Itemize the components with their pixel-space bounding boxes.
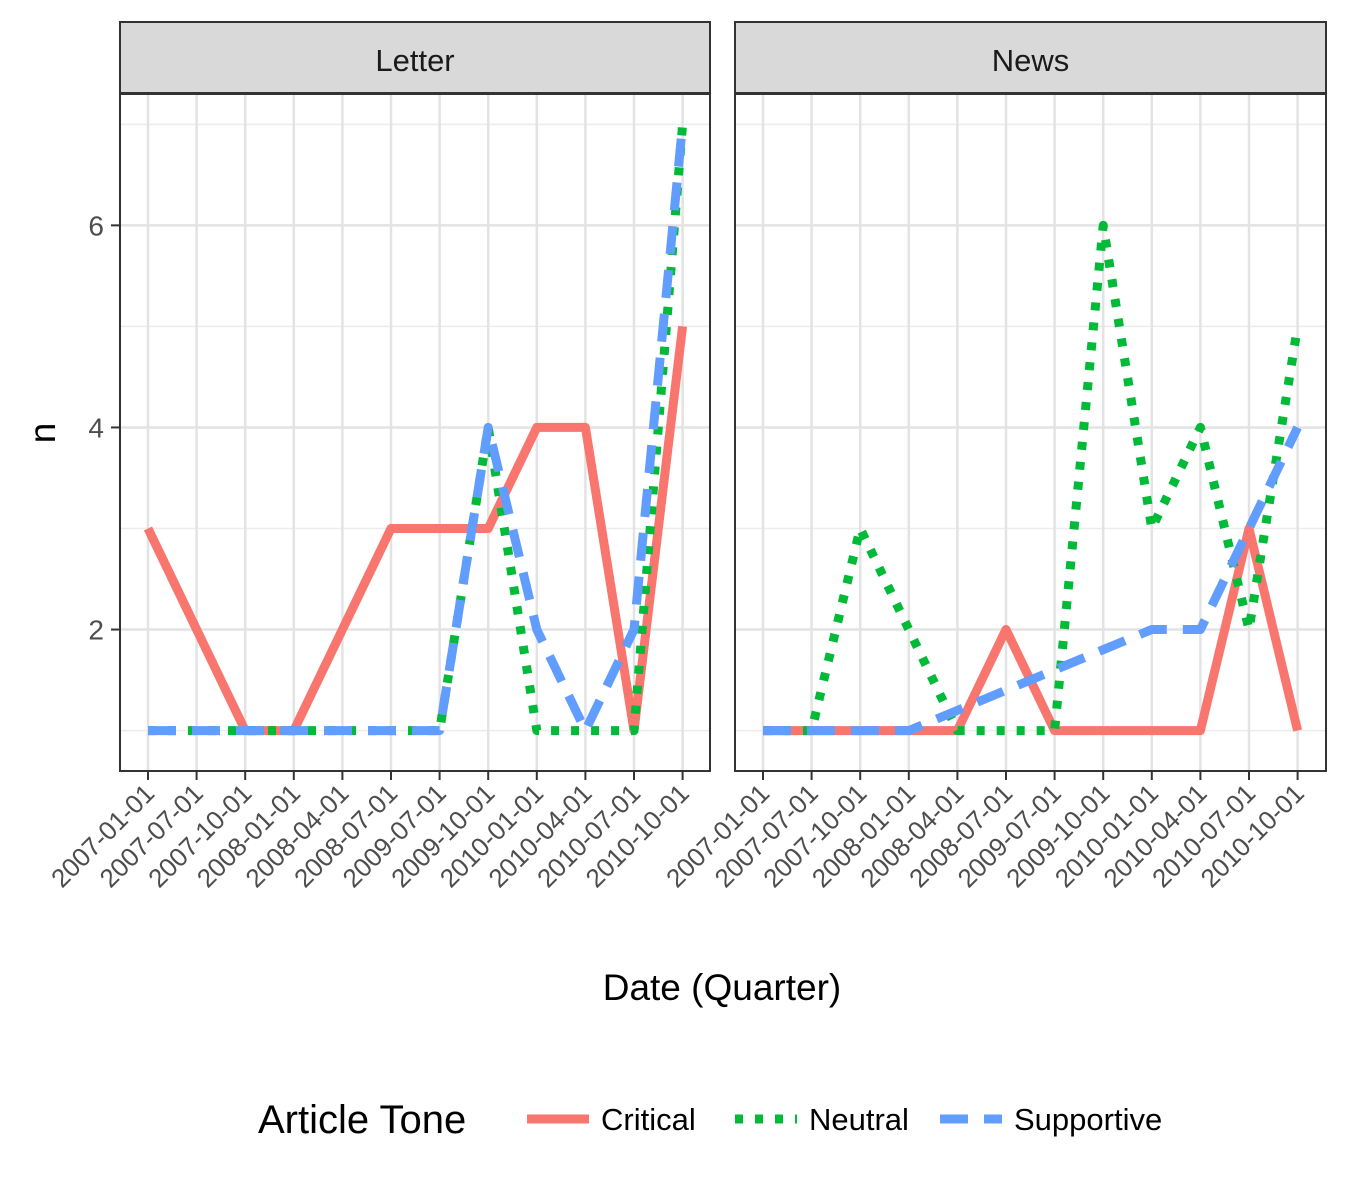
legend-entry-neutral: Neutral <box>735 1102 909 1137</box>
y-tick-label: 2 <box>88 615 104 646</box>
x-axis-title: Date (Quarter) <box>603 967 842 1008</box>
facet-strip <box>734 21 1327 94</box>
legend-entry-supportive: Supportive <box>940 1102 1162 1137</box>
panel-news: News2007-01-012007-07-012007-10-012008-0… <box>660 21 1327 893</box>
facet-strip <box>119 21 711 94</box>
panel-letter: Letter2007-01-012007-07-012007-10-012008… <box>45 21 711 893</box>
panels: Letter2007-01-012007-07-012007-10-012008… <box>45 21 1327 893</box>
legend: Article Tone Critical Neutral Supportive <box>258 1098 1162 1142</box>
legend-entry-critical: Critical <box>527 1102 696 1137</box>
series-line-supportive <box>148 123 688 736</box>
plot-background <box>735 94 1326 771</box>
legend-label: Critical <box>601 1102 696 1137</box>
plot-background <box>120 94 710 771</box>
legend-label: Neutral <box>809 1102 909 1137</box>
facet-label: News <box>992 43 1070 78</box>
series-line-critical <box>143 325 688 736</box>
y-tick-label: 6 <box>88 210 104 241</box>
series-line-supportive <box>763 425 1302 736</box>
y-axis-title: n <box>22 423 63 444</box>
panel-border <box>734 93 1327 772</box>
y-tick-label: 4 <box>88 412 104 443</box>
legend-label: Supportive <box>1014 1102 1162 1137</box>
legend-title: Article Tone <box>258 1098 466 1142</box>
facet-label: Letter <box>375 43 454 78</box>
panel-border <box>119 93 711 772</box>
series-line-neutral <box>763 220 1303 736</box>
